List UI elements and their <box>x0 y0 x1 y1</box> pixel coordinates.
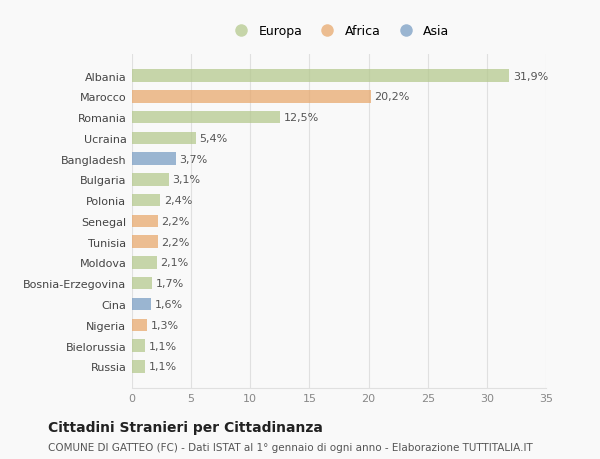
Legend: Europa, Africa, Asia: Europa, Africa, Asia <box>225 22 453 42</box>
Text: 12,5%: 12,5% <box>283 113 319 123</box>
Text: 2,2%: 2,2% <box>161 217 190 226</box>
Bar <box>132 153 176 166</box>
Bar <box>132 195 160 207</box>
Bar <box>132 319 148 331</box>
Text: COMUNE DI GATTEO (FC) - Dati ISTAT al 1° gennaio di ogni anno - Elaborazione TUT: COMUNE DI GATTEO (FC) - Dati ISTAT al 1°… <box>48 442 533 452</box>
Bar <box>132 298 151 311</box>
Text: 2,2%: 2,2% <box>161 237 190 247</box>
Bar <box>132 360 145 373</box>
Bar <box>132 257 157 269</box>
Bar <box>132 174 169 186</box>
Bar <box>132 215 158 228</box>
Text: 3,7%: 3,7% <box>179 154 208 164</box>
Text: 2,4%: 2,4% <box>164 196 193 206</box>
Bar <box>132 70 509 83</box>
Text: 1,1%: 1,1% <box>149 341 176 351</box>
Bar <box>132 91 371 103</box>
Text: 1,7%: 1,7% <box>155 279 184 289</box>
Text: 5,4%: 5,4% <box>199 134 227 144</box>
Text: 1,3%: 1,3% <box>151 320 179 330</box>
Bar <box>132 236 158 248</box>
Bar <box>132 340 145 352</box>
Bar <box>132 112 280 124</box>
Text: 1,6%: 1,6% <box>154 299 182 309</box>
Text: 1,1%: 1,1% <box>149 362 176 371</box>
Bar <box>132 132 196 145</box>
Bar <box>132 277 152 290</box>
Text: Cittadini Stranieri per Cittadinanza: Cittadini Stranieri per Cittadinanza <box>48 420 323 434</box>
Text: 2,1%: 2,1% <box>160 258 188 268</box>
Text: 3,1%: 3,1% <box>172 175 200 185</box>
Text: 31,9%: 31,9% <box>513 72 548 81</box>
Text: 20,2%: 20,2% <box>374 92 410 102</box>
